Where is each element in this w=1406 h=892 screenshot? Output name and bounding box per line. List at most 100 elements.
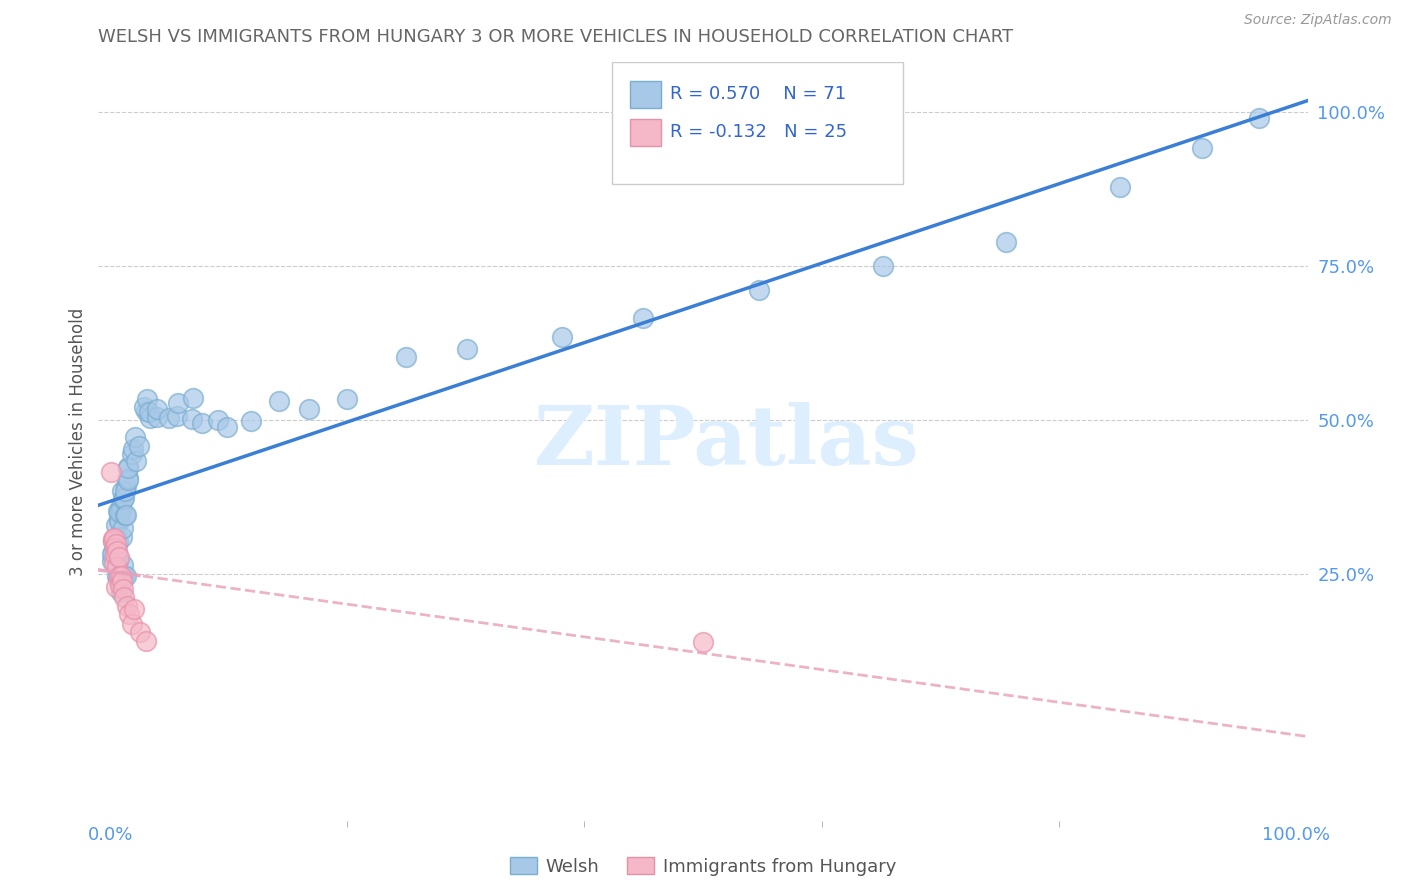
Point	[112, 582, 135, 597]
Point	[191, 417, 214, 431]
Point	[138, 405, 160, 419]
Point	[105, 544, 128, 558]
Point	[107, 504, 129, 518]
Legend: Welsh, Immigrants from Hungary: Welsh, Immigrants from Hungary	[502, 850, 904, 883]
Point	[117, 461, 139, 475]
Point	[108, 511, 131, 525]
Point	[117, 473, 139, 487]
Point	[872, 259, 894, 273]
Point	[114, 484, 136, 499]
Point	[112, 569, 135, 583]
Point	[395, 350, 418, 364]
Point	[114, 568, 136, 582]
Point	[134, 400, 156, 414]
Point	[105, 542, 128, 557]
Point	[157, 410, 180, 425]
Point	[103, 532, 125, 546]
Point	[135, 404, 157, 418]
Point	[122, 442, 145, 457]
Point	[104, 541, 127, 556]
Point	[115, 599, 138, 613]
Point	[1108, 180, 1130, 194]
Point	[181, 391, 204, 405]
Point	[108, 578, 131, 592]
Text: WELSH VS IMMIGRANTS FROM HUNGARY 3 OR MORE VEHICLES IN HOUSEHOLD CORRELATION CHA: WELSH VS IMMIGRANTS FROM HUNGARY 3 OR MO…	[98, 28, 1014, 45]
Point	[166, 409, 188, 423]
Point	[128, 439, 150, 453]
Point	[112, 491, 135, 505]
Point	[104, 518, 127, 533]
Point	[336, 392, 359, 406]
Point	[207, 413, 229, 427]
Point	[107, 550, 129, 565]
Point	[121, 447, 143, 461]
Point	[103, 555, 125, 569]
Point	[107, 569, 129, 583]
Point	[136, 392, 159, 406]
Text: ZIPatlas: ZIPatlas	[534, 401, 920, 482]
FancyBboxPatch shape	[630, 81, 661, 108]
Point	[105, 569, 128, 583]
Point	[146, 402, 169, 417]
Point	[100, 465, 122, 479]
Point	[107, 570, 129, 584]
Point	[110, 505, 132, 519]
Point	[633, 311, 655, 326]
Point	[101, 532, 124, 546]
Text: R = -0.132   N = 25: R = -0.132 N = 25	[671, 123, 848, 141]
Point	[104, 547, 127, 561]
Point	[139, 411, 162, 425]
Point	[267, 394, 290, 409]
Point	[105, 560, 128, 574]
Point	[1249, 111, 1271, 125]
Point	[121, 616, 143, 631]
Point	[166, 395, 188, 409]
Point	[125, 454, 148, 468]
Point	[111, 530, 134, 544]
Point	[692, 635, 714, 649]
Point	[456, 342, 478, 356]
Point	[115, 479, 138, 493]
Point	[124, 430, 146, 444]
Point	[101, 554, 124, 568]
Point	[110, 569, 132, 583]
Point	[112, 558, 135, 573]
Point	[122, 601, 145, 615]
Point	[100, 547, 122, 561]
Point	[110, 585, 132, 599]
Point	[298, 402, 321, 417]
Point	[1191, 140, 1213, 154]
Point	[110, 499, 132, 513]
Point	[995, 235, 1018, 249]
Point	[111, 568, 134, 582]
Point	[105, 537, 128, 551]
Point	[108, 514, 131, 528]
Point	[146, 410, 169, 425]
Text: Source: ZipAtlas.com: Source: ZipAtlas.com	[1244, 13, 1392, 28]
Point	[107, 535, 129, 549]
Point	[180, 411, 202, 425]
Point	[111, 484, 134, 499]
Point	[117, 470, 139, 484]
Point	[105, 550, 128, 565]
Point	[104, 530, 127, 544]
FancyBboxPatch shape	[613, 62, 903, 184]
Point	[108, 551, 131, 566]
Point	[105, 580, 128, 594]
Point	[101, 534, 124, 549]
Point	[135, 634, 157, 648]
Point	[112, 491, 135, 506]
Point	[107, 504, 129, 518]
Point	[118, 607, 141, 621]
FancyBboxPatch shape	[630, 120, 661, 145]
Point	[114, 508, 136, 522]
Point	[111, 521, 134, 535]
Text: R = 0.570    N = 71: R = 0.570 N = 71	[671, 86, 846, 103]
Point	[107, 574, 129, 588]
Point	[748, 283, 770, 297]
Point	[111, 574, 134, 588]
Y-axis label: 3 or more Vehicles in Household: 3 or more Vehicles in Household	[69, 308, 87, 575]
Point	[117, 459, 139, 474]
Point	[551, 329, 574, 343]
Point	[114, 591, 136, 605]
